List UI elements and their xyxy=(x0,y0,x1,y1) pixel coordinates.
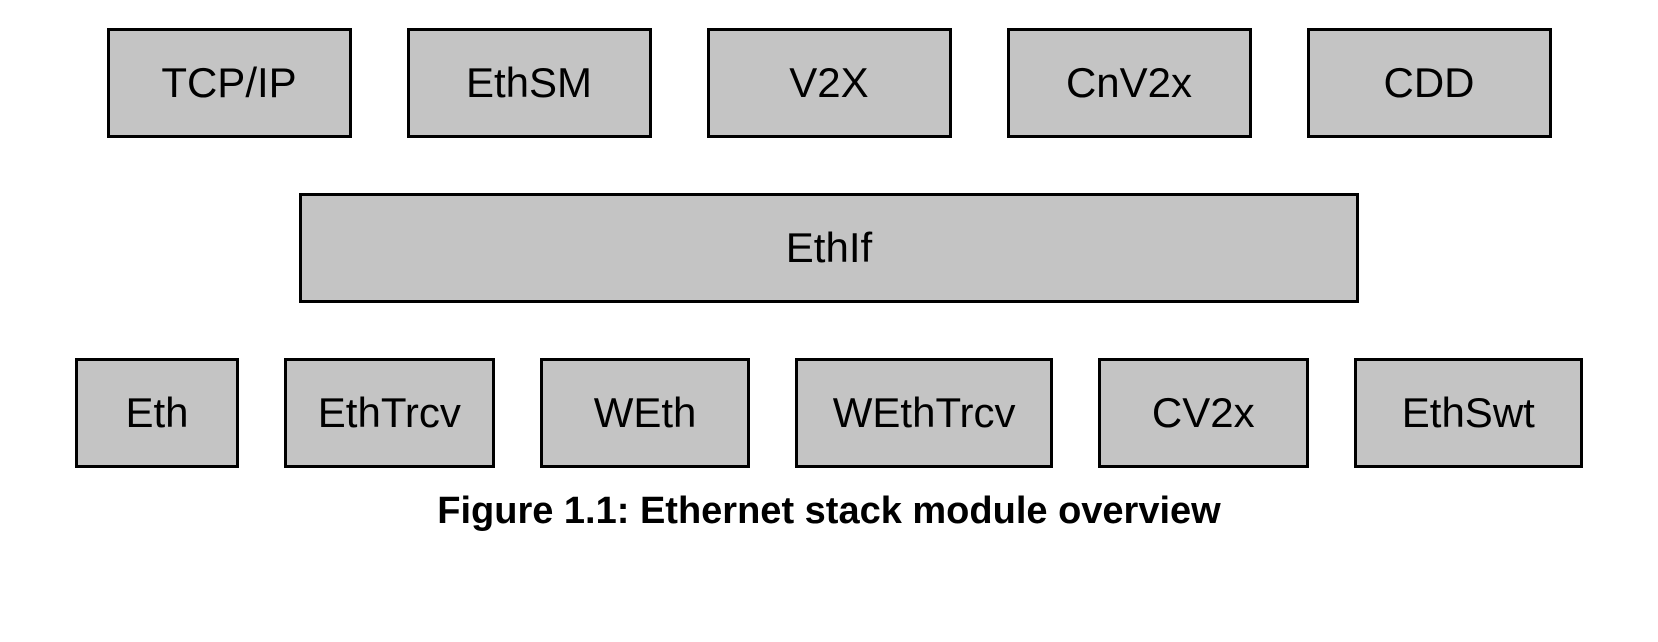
module-ethsm: EthSM xyxy=(407,28,652,138)
bottom-layer-row: Eth EthTrcv WEth WEthTrcv CV2x EthSwt xyxy=(60,358,1598,468)
module-label: EthSM xyxy=(466,59,592,107)
module-tcpip: TCP/IP xyxy=(107,28,352,138)
module-cdd: CDD xyxy=(1307,28,1552,138)
module-weth: WEth xyxy=(540,358,751,468)
module-label: EthIf xyxy=(786,224,872,272)
ethernet-stack-diagram: TCP/IP EthSM V2X CnV2x CDD EthIf Eth Eth… xyxy=(60,20,1598,533)
module-ethif: EthIf xyxy=(299,193,1359,303)
middle-layer-row: EthIf xyxy=(60,193,1598,303)
module-label: EthSwt xyxy=(1402,389,1535,437)
module-eth: Eth xyxy=(75,358,239,468)
module-label: V2X xyxy=(789,59,868,107)
module-label: TCP/IP xyxy=(161,59,296,107)
module-ethtrcv: EthTrcv xyxy=(284,358,495,468)
module-label: Eth xyxy=(125,389,188,437)
top-layer-row: TCP/IP EthSM V2X CnV2x CDD xyxy=(60,28,1598,138)
module-label: WEth xyxy=(594,389,697,437)
module-label: CDD xyxy=(1384,59,1475,107)
module-cnv2x: CnV2x xyxy=(1007,28,1252,138)
figure-caption: Figure 1.1: Ethernet stack module overvi… xyxy=(60,490,1598,533)
module-label: EthTrcv xyxy=(318,389,461,437)
module-wethtrcv: WEthTrcv xyxy=(795,358,1052,468)
module-label: WEthTrcv xyxy=(833,389,1016,437)
module-ethswt: EthSwt xyxy=(1354,358,1583,468)
module-label: CnV2x xyxy=(1066,59,1192,107)
module-label: CV2x xyxy=(1152,389,1255,437)
module-cv2x: CV2x xyxy=(1098,358,1309,468)
module-v2x: V2X xyxy=(707,28,952,138)
